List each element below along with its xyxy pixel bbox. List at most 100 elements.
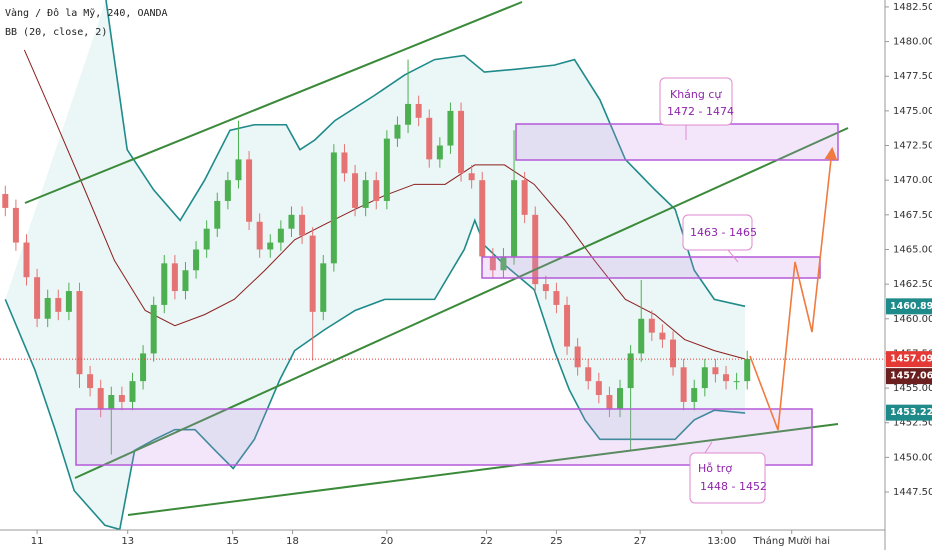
y-tick-label: 1477.500 (893, 71, 932, 82)
candle-body (383, 138, 390, 201)
candle-body (362, 180, 369, 208)
y-tick-label: 1460.000 (893, 314, 932, 325)
candle-body (97, 388, 104, 409)
candle-body (648, 318, 655, 333)
candle-body (564, 304, 571, 347)
annotation: Kháng cự (670, 88, 722, 101)
candle-body (224, 180, 231, 201)
candle-body (34, 277, 41, 319)
candle-body (638, 318, 645, 354)
plot-area (0, 0, 885, 530)
candle-body (193, 249, 200, 271)
candle-body (277, 228, 284, 243)
candle-body (214, 200, 221, 229)
candle-body (532, 214, 539, 285)
trend-line (74, 127, 849, 479)
price-tag-label: 1453.227 (890, 407, 932, 418)
candle-body (670, 339, 677, 368)
candle-body (182, 270, 189, 292)
candle-body (617, 388, 624, 409)
candle-body (436, 145, 443, 160)
candle-body (55, 297, 62, 312)
zone (481, 256, 821, 279)
candle-body (171, 263, 178, 292)
band-fill (5, 0, 746, 530)
y-tick-label: 1475.000 (893, 106, 932, 117)
price-tag (886, 368, 932, 385)
trend-line (24, 1, 523, 204)
chart-title: Vàng / Đô la Mỹ, 240, OANDA (5, 7, 168, 19)
candle-body (299, 214, 306, 236)
candle-body (606, 395, 613, 409)
candle-body (12, 207, 19, 243)
band-line (105, 0, 746, 308)
candle-body (150, 304, 157, 354)
y-tick-label: 1480.000 (893, 37, 932, 48)
candle-body (65, 291, 72, 312)
candle-body (309, 235, 316, 312)
candle-body (489, 256, 496, 271)
candle-body (659, 332, 666, 340)
candle-body (521, 180, 528, 215)
x-tick-label: 27 (634, 536, 647, 547)
candle-body (723, 374, 730, 382)
candle-body (320, 263, 327, 312)
candle-body (161, 263, 168, 305)
candle-body (23, 242, 30, 278)
indicator-label: BB (20, close, 2) (5, 27, 107, 38)
candle-body (479, 180, 486, 257)
candle-body (574, 346, 581, 368)
candle-body (341, 152, 348, 174)
candle-body (256, 221, 263, 250)
candle-body (140, 353, 147, 382)
candle-body (246, 159, 253, 222)
x-tick-label: 13:00 (707, 536, 736, 547)
candle-body (744, 358, 751, 382)
callout (682, 214, 753, 251)
y-tick-label: 1452.500 (893, 418, 932, 429)
axes: 1447.5001450.0001452.5001455.0001457.500… (31, 2, 932, 547)
candle-body (553, 291, 560, 305)
y-tick-label: 1470.000 (893, 175, 932, 186)
candle-body (500, 256, 507, 271)
x-tick-label: 13 (121, 536, 134, 547)
x-tick-label: Tháng Mười hai (752, 535, 830, 547)
annotation: 1448 - 1452 (700, 480, 767, 493)
y-tick-label: 1462.500 (893, 279, 932, 290)
resistance-zone (515, 123, 839, 161)
x-tick-label: 18 (286, 536, 299, 547)
candle-body (87, 374, 94, 389)
annotation: 1463 - 1465 (690, 226, 757, 239)
candle-body (2, 194, 9, 208)
y-tick-label: 1465.000 (893, 244, 932, 255)
candle-body (680, 367, 687, 402)
callout-pointer (727, 249, 739, 263)
candle-body (330, 152, 337, 264)
drawings: Kháng cự 1472 - 1474 1463 - 1465 Hỗ trợ … (24, 1, 849, 516)
candle-body (542, 284, 549, 292)
price-tag (886, 298, 932, 315)
candle-body (118, 395, 125, 402)
candle-body (585, 367, 592, 382)
candle-body (394, 124, 401, 139)
x-tick-label: 15 (226, 536, 239, 547)
candle-body (415, 103, 422, 118)
candle-body (691, 388, 698, 402)
candle-body (733, 381, 740, 383)
candle-body (447, 110, 454, 146)
candle-body (627, 353, 634, 389)
callout (689, 452, 766, 504)
candle-body (426, 117, 433, 160)
x-tick-label: 20 (380, 536, 393, 547)
y-tick-label: 1447.500 (893, 487, 932, 498)
support-zone (75, 408, 813, 466)
candle-body (468, 173, 475, 181)
price-tag-label: 1457.090 (890, 354, 932, 365)
y-tick-label: 1450.000 (893, 452, 932, 463)
candle-body (352, 173, 359, 208)
candle-body (235, 159, 242, 181)
price-tag (886, 404, 932, 421)
callout-pointer (704, 441, 713, 454)
